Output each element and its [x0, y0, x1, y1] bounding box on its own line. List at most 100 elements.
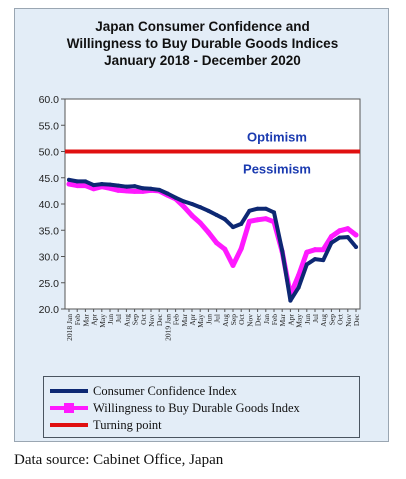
consumer-confidence-series-point — [173, 195, 178, 200]
consumer-confidence-series-point — [99, 182, 104, 187]
willingness-series-point — [328, 234, 334, 240]
willingness-series-point — [312, 247, 318, 253]
x-tick-label: Apr — [188, 314, 197, 326]
line-chart: 60.0 55.0 50.0 45.0 40.0 35.0 30.0 25.0 20.0 2018… — [39, 94, 361, 341]
consumer-confidence-series-point — [157, 187, 162, 192]
consumer-confidence-series-point — [140, 186, 145, 191]
x-tick-label: Aug — [122, 314, 131, 327]
legend-item-willingness: Willingness to Buy Durable Goods Index — [50, 399, 300, 417]
chart-title-line-1: Japan Consumer Confidence and — [95, 19, 310, 34]
x-tick-label: Jul — [311, 314, 320, 323]
x-tick-label: Dec — [254, 313, 263, 326]
y-tick-label: 55.0 — [39, 120, 60, 132]
willingness-series-point — [238, 246, 244, 252]
x-tick-label: Nov — [344, 314, 353, 327]
consumer-confidence-series-point — [214, 213, 219, 218]
plot-area — [64, 98, 361, 310]
consumer-confidence-series-point — [280, 248, 285, 253]
x-tick-label: Jul — [213, 314, 222, 323]
legend-swatch-turning-point — [50, 420, 88, 430]
willingness-series-point — [66, 181, 72, 187]
consumer-confidence-series-point — [345, 235, 350, 240]
consumer-confidence-series-point — [91, 183, 96, 188]
x-tick-label: Nov — [147, 314, 156, 327]
x-tick-label: Nov — [245, 314, 254, 327]
willingness-series-point — [304, 249, 310, 255]
consumer-confidence-series-point — [313, 257, 317, 262]
chart-frame: Japan Consumer Confidence and Willingnes… — [14, 8, 389, 442]
x-tick-label: Oct — [336, 313, 345, 325]
x-tick-label: Aug — [319, 314, 328, 327]
legend-label-turning-point: Turning point — [93, 417, 162, 432]
willingness-series-point — [214, 240, 220, 246]
consumer-confidence-series-point — [75, 179, 80, 184]
legend-label-consumer-confidence: Consumer Confidence Index — [93, 383, 237, 398]
x-tick-label: Mar — [278, 314, 287, 327]
x-tick-label: Jun — [106, 314, 115, 325]
y-tick-label: 20.0 — [39, 304, 60, 316]
consumer-confidence-series-point — [329, 240, 334, 245]
consumer-confidence-series-point — [304, 262, 309, 267]
x-tick-label: Mar — [180, 314, 189, 327]
chart-title-line-3: January 2018 - December 2020 — [104, 53, 301, 68]
willingness-series-point — [230, 262, 236, 268]
data-source-note: Data source: Cabinet Office, Japan — [14, 452, 224, 468]
consumer-confidence-series-point — [132, 184, 137, 189]
consumer-confidence-series-point — [247, 208, 252, 213]
consumer-confidence-series-point — [272, 210, 276, 215]
y-tick-label: 50.0 — [39, 147, 60, 159]
consumer-confidence-series-point — [165, 191, 170, 196]
y-tick-label: 40.0 — [39, 199, 60, 211]
legend-swatch-willingness — [50, 403, 88, 413]
annotation-pessimism: Pessimism — [243, 162, 311, 177]
consumer-confidence-series-point — [337, 235, 342, 240]
consumer-confidence-series-point — [354, 245, 358, 250]
chart-legend: Consumer Confidence Index Willingness to… — [43, 376, 360, 438]
x-tick-label: Aug — [221, 314, 230, 327]
y-tick-label: 30.0 — [39, 252, 60, 264]
x-tick-label: May — [98, 314, 107, 328]
consumer-confidence-series-point — [263, 206, 268, 211]
legend-item-turning-point: Turning point — [50, 416, 162, 434]
x-tick-label: Jun — [204, 314, 213, 325]
willingness-series-point — [189, 213, 195, 219]
x-tick-label: Oct — [139, 313, 148, 325]
consumer-confidence-series-point — [255, 206, 260, 211]
consumer-confidence-series-point — [296, 285, 301, 290]
consumer-confidence-series-point — [124, 184, 129, 189]
x-tick-label: Feb — [270, 314, 279, 326]
x-tick-label: May — [196, 314, 205, 328]
consumer-confidence-series-point — [231, 225, 235, 230]
y-tick-label: 45.0 — [39, 173, 60, 185]
y-tick-label: 60.0 — [39, 94, 60, 106]
willingness-series-point — [246, 218, 252, 224]
y-tick-label: 25.0 — [39, 278, 60, 290]
willingness-series-point — [353, 232, 359, 238]
consumer-confidence-series-point — [206, 208, 211, 213]
x-tick-label: Feb — [73, 314, 82, 326]
consumer-confidence-series-point — [321, 258, 326, 263]
annotation-optimism: Optimism — [247, 130, 307, 145]
chart-title-line-2: Willingness to Buy Durable Goods Indices — [66, 36, 339, 51]
willingness-series-point — [115, 187, 121, 193]
x-tick-label: Jan — [262, 314, 271, 324]
willingness-series-point — [132, 188, 138, 194]
consumer-confidence-series-point — [149, 186, 153, 191]
consumer-confidence-series-point — [67, 177, 71, 182]
willingness-series-point — [82, 183, 88, 189]
willingness-series-point — [74, 183, 80, 189]
consumer-confidence-series-point — [198, 205, 203, 210]
x-tick-label: Dec — [352, 313, 361, 326]
x-tick-label: 2019 Jan — [163, 314, 172, 341]
willingness-series-point — [197, 220, 203, 226]
x-tick-label: Jul — [114, 314, 123, 323]
consumer-confidence-series-point — [239, 221, 244, 226]
consumer-confidence-series-point — [181, 199, 186, 204]
x-tick-label: Sep — [327, 314, 336, 326]
willingness-series-point — [205, 229, 211, 235]
willingness-series-point — [123, 188, 129, 194]
x-tick-label: Mar — [81, 314, 90, 327]
x-tick-label: May — [295, 314, 304, 328]
consumer-confidence-series-point — [116, 183, 121, 188]
x-tick-label: Jun — [303, 314, 312, 325]
